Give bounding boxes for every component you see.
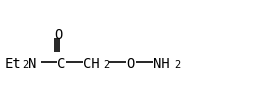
Text: NH: NH: [153, 57, 170, 71]
Text: 2: 2: [22, 60, 28, 70]
Text: C: C: [57, 57, 65, 71]
Text: O: O: [54, 28, 62, 42]
Text: 2: 2: [103, 60, 109, 70]
Text: Et: Et: [5, 57, 22, 71]
Text: 2: 2: [174, 60, 180, 70]
Text: CH: CH: [83, 57, 100, 71]
Text: N: N: [28, 57, 36, 71]
Text: O: O: [126, 57, 134, 71]
